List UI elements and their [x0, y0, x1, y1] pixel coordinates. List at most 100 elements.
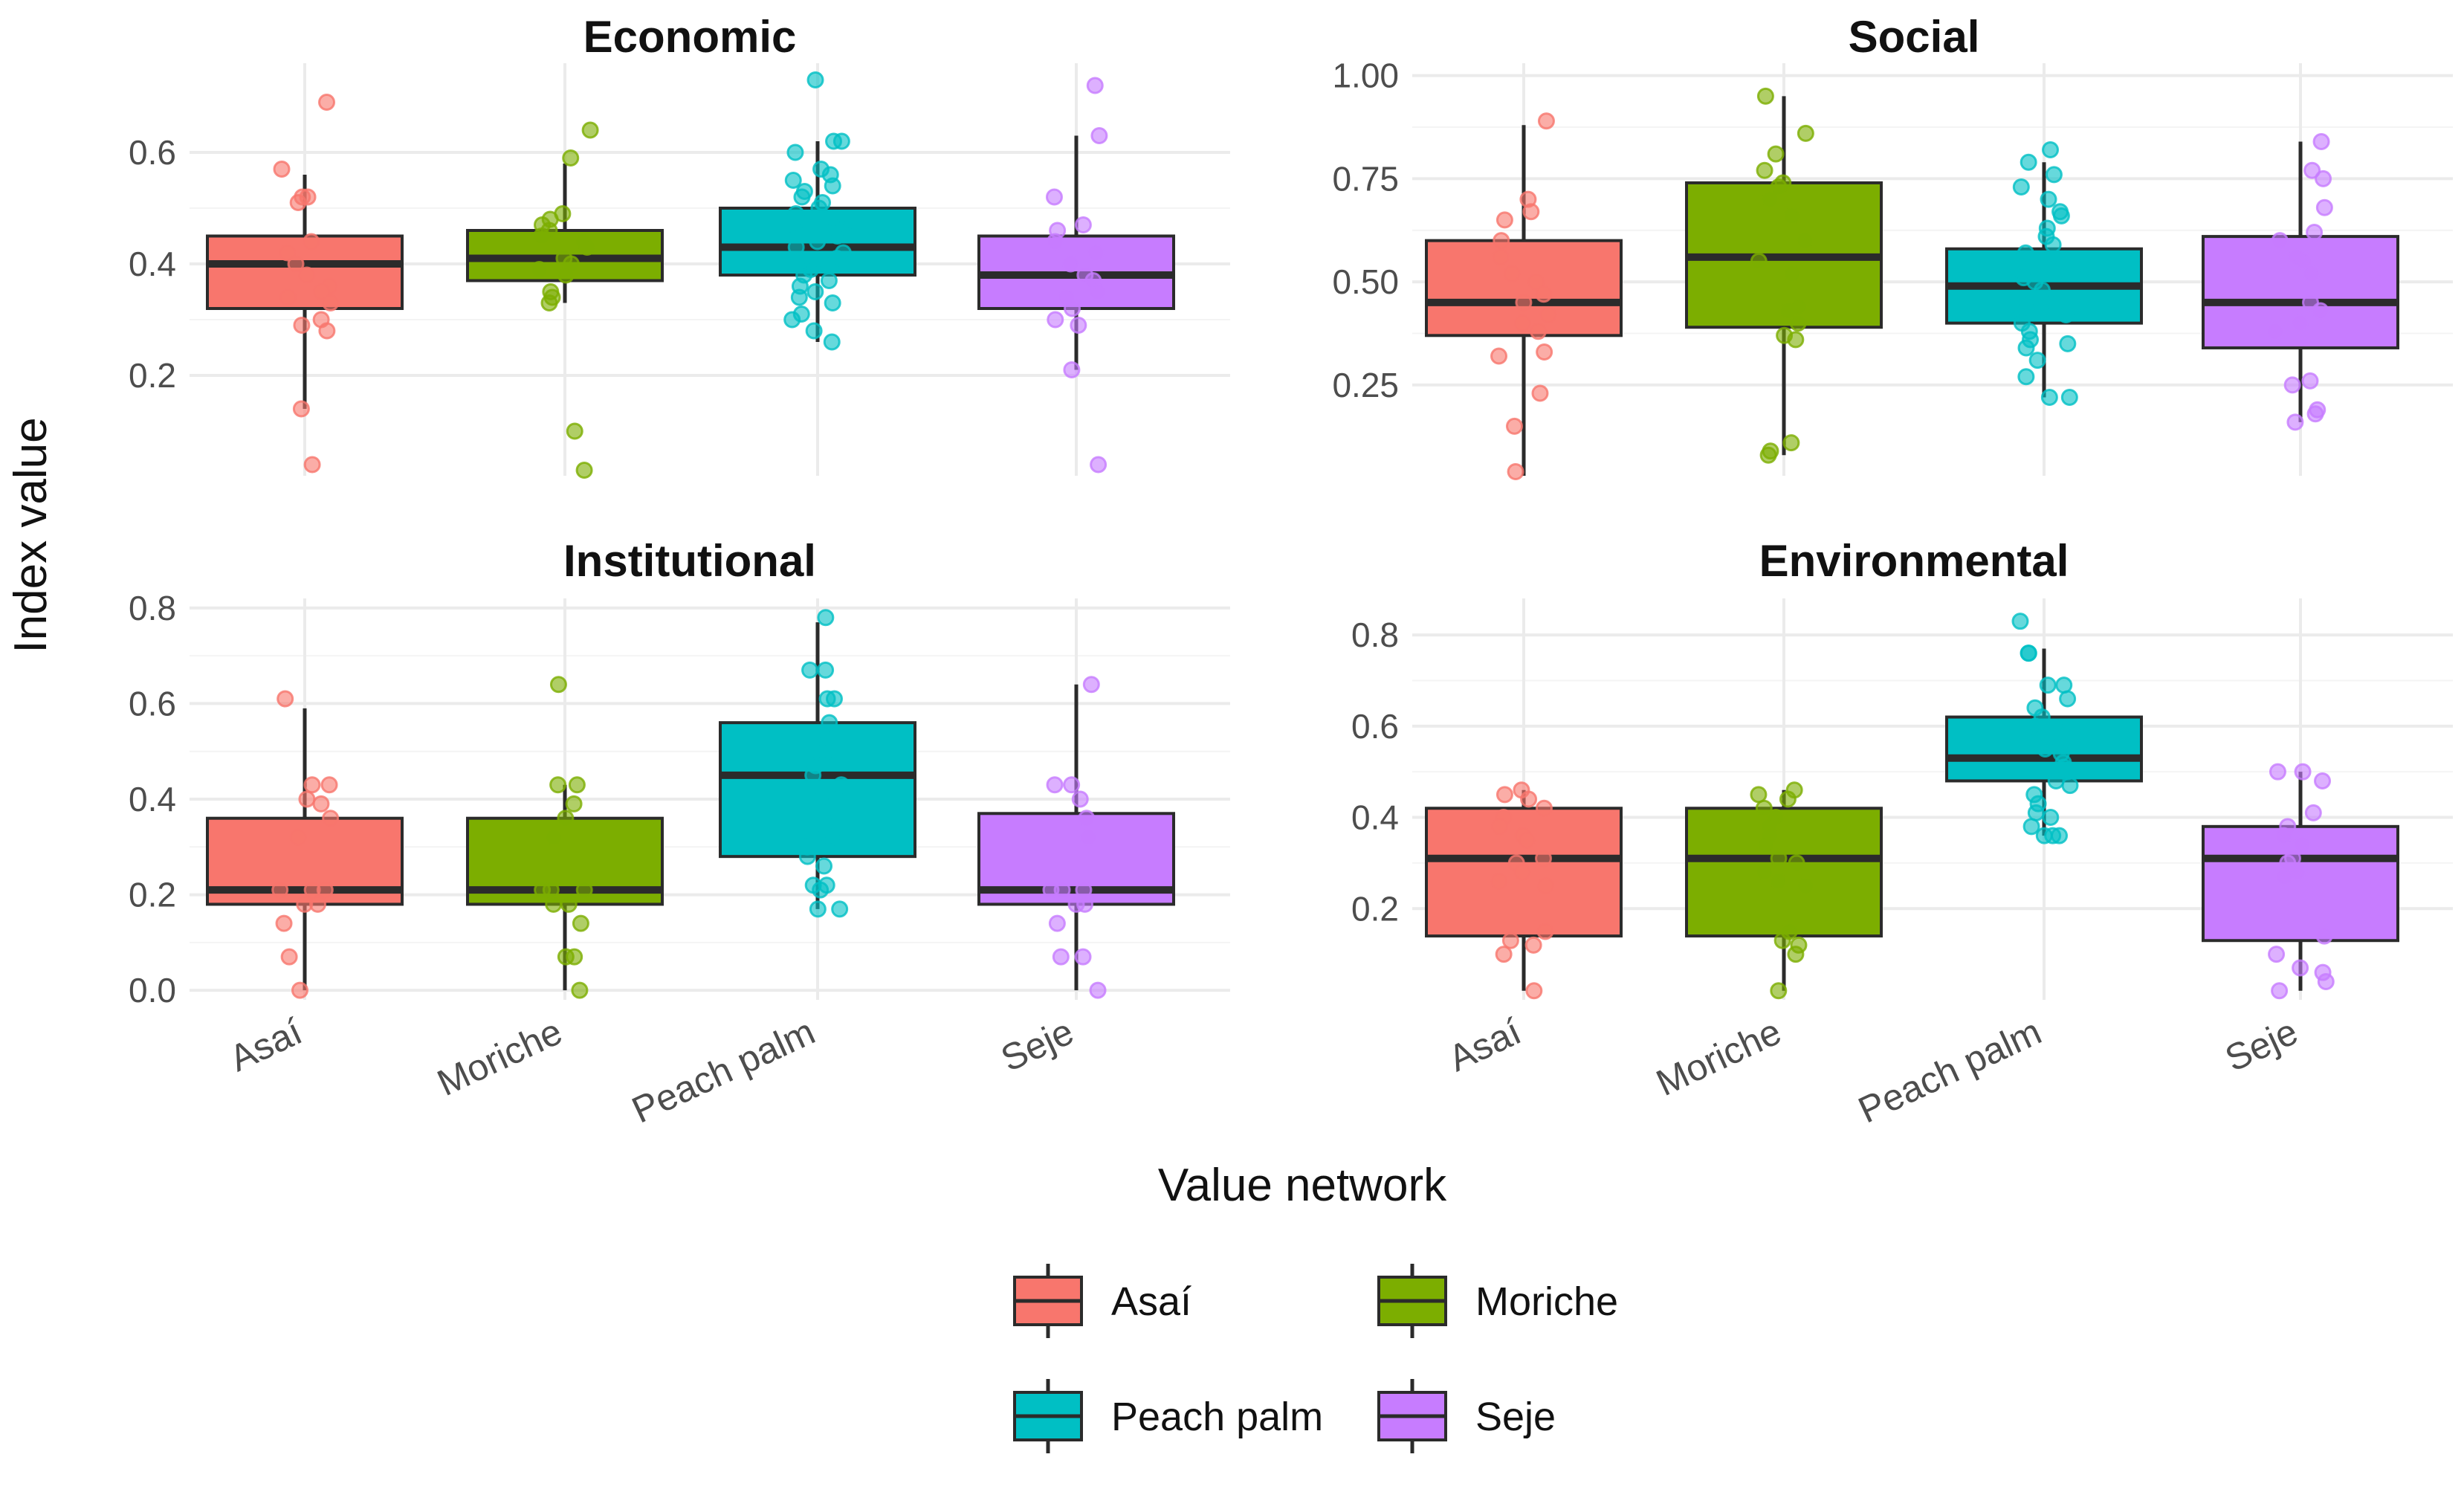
y-tick-label: 0.6: [129, 133, 176, 172]
box-asa-: [1425, 789, 1623, 991]
data-point: [560, 895, 578, 913]
data-point: [275, 914, 293, 932]
data-point: [2052, 207, 2070, 225]
data-point: [1088, 283, 1106, 300]
data-point: [2047, 772, 2065, 789]
data-point: [298, 790, 316, 808]
data-point: [1086, 77, 1104, 94]
data-point: [2303, 265, 2321, 282]
data-point: [557, 266, 575, 284]
data-point: [1089, 981, 1107, 999]
data-point: [2046, 261, 2063, 278]
data-point: [1053, 881, 1071, 899]
data-point: [2275, 868, 2293, 885]
data-point: [2011, 613, 2029, 630]
data-point: [801, 661, 819, 679]
legend-item-peach-palm: Peach palm: [1013, 1379, 1323, 1453]
data-point: [2060, 389, 2078, 407]
data-point: [273, 161, 291, 178]
panel-title: Environmental: [1759, 536, 2069, 586]
data-point: [1759, 446, 1777, 464]
data-point: [289, 828, 307, 846]
data-point: [825, 690, 843, 708]
data-point: [806, 283, 824, 300]
data-point: [2304, 804, 2322, 821]
data-point: [1522, 203, 1540, 221]
data-point: [565, 795, 583, 813]
data-point: [2057, 306, 2075, 324]
data-point: [557, 810, 575, 827]
data-point: [294, 188, 311, 206]
data-point: [293, 317, 311, 334]
y-tick-label: 1.00: [1332, 56, 1399, 95]
data-point: [1061, 255, 1079, 273]
data-point: [1782, 434, 1800, 452]
data-point: [829, 227, 847, 245]
data-point: [1501, 931, 1519, 949]
data-point: [557, 948, 575, 966]
data-point: [566, 422, 583, 440]
data-point: [1788, 854, 1805, 872]
data-point: [804, 766, 822, 784]
x-tick-label: Moriche: [431, 1010, 569, 1104]
data-point: [1513, 863, 1531, 881]
data-point: [279, 244, 297, 262]
data-point: [2266, 323, 2284, 340]
panel-institutional: 0.0 0.2 0.4 0.6 0.8 Institutional Asaí Moriche P…: [129, 536, 1230, 1131]
x-tick-label: Seje: [2219, 1010, 2303, 1079]
data-point: [813, 790, 831, 808]
y-tick-label: 0.4: [1351, 798, 1399, 837]
data-point: [823, 828, 841, 846]
x-axis-label: Value network: [1158, 1160, 1447, 1211]
data-point: [1045, 188, 1063, 206]
data-point: [1789, 314, 1807, 332]
data-point: [820, 272, 838, 289]
data-point: [1491, 818, 1509, 836]
y-tick-label: 0.75: [1332, 159, 1399, 198]
data-point: [549, 676, 567, 694]
data-point: [1047, 233, 1064, 251]
data-point: [2020, 153, 2037, 171]
x-tick-label: Moriche: [1650, 1010, 1788, 1104]
data-point: [322, 294, 340, 311]
data-point: [296, 895, 314, 913]
data-point: [1493, 232, 1510, 250]
data-point: [2306, 224, 2324, 242]
data-point: [2303, 161, 2321, 179]
y-axis-label: Index value: [5, 417, 56, 653]
data-point: [1082, 676, 1100, 694]
data-point: [1064, 300, 1081, 317]
data-point: [816, 810, 834, 827]
y-tick-label: 0.4: [129, 780, 176, 818]
data-point: [2317, 972, 2335, 990]
data-point: [568, 776, 586, 794]
data-point: [1756, 87, 1774, 105]
data-point: [2028, 352, 2046, 369]
data-point: [312, 795, 330, 813]
data-point: [2274, 827, 2292, 844]
data-point: [1529, 323, 1547, 340]
y-tick-label: 0.50: [1332, 262, 1399, 301]
data-point: [2035, 827, 2053, 844]
data-point: [287, 255, 305, 273]
x-tick-label: Seje: [995, 1010, 1079, 1079]
data-point: [793, 188, 811, 206]
data-point: [1048, 914, 1066, 932]
data-point: [575, 462, 593, 479]
data-point: [291, 981, 308, 999]
data-point: [1779, 790, 1797, 808]
y-tick-label: 0.4: [129, 245, 176, 283]
data-point: [1078, 810, 1096, 827]
data-point: [1047, 311, 1064, 329]
legend-label: Moriche: [1475, 1279, 1618, 1324]
panels-group: 0.20.40.6Economic0.250.500.751.00Social0…: [129, 12, 2453, 1131]
data-point: [1492, 248, 1510, 266]
data-point: [1518, 831, 1536, 849]
data-point: [1075, 881, 1093, 899]
y-tick-label: 0.2: [1351, 889, 1399, 928]
data-point: [1495, 786, 1513, 804]
data-point: [1527, 273, 1545, 291]
data-point: [534, 881, 552, 899]
data-point: [803, 728, 821, 746]
y-tick-label: 0.2: [129, 876, 176, 914]
